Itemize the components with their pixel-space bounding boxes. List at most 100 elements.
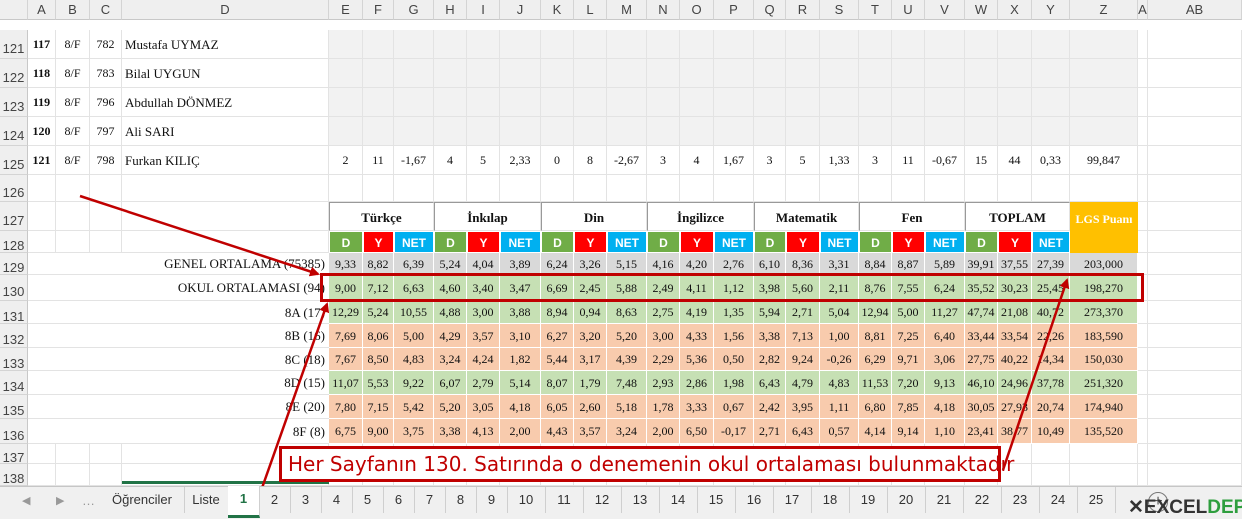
score-cell	[925, 88, 965, 117]
row-header[interactable]: 133	[0, 348, 28, 371]
column-header[interactable]: U	[892, 0, 925, 20]
row-header[interactable]: 129	[0, 253, 28, 275]
add-sheet-icon[interactable]: +	[1148, 492, 1168, 512]
select-all-corner[interactable]	[0, 0, 28, 20]
column-header[interactable]: E	[329, 0, 363, 20]
score-cell	[892, 59, 925, 88]
score-cell: -2,67	[607, 146, 647, 175]
sheet-tab[interactable]: 12	[583, 487, 622, 513]
sheet-tab[interactable]: 9	[476, 487, 508, 513]
average-value-cell: 1,56	[714, 324, 754, 348]
average-value-cell: 6,29	[859, 348, 892, 371]
sheet-tab[interactable]: 21	[925, 487, 964, 513]
subject-header: Fen	[859, 202, 965, 231]
row-header[interactable]: 134	[0, 371, 28, 395]
sheet-tab[interactable]: 2	[259, 487, 291, 513]
sheet-tab[interactable]: 4	[321, 487, 353, 513]
row-header[interactable]: 124	[0, 117, 28, 146]
row-header[interactable]: 127	[0, 202, 28, 231]
sheet-tab[interactable]: 7	[414, 487, 446, 513]
sheet-tab[interactable]: 17	[773, 487, 812, 513]
empty-cell	[1138, 88, 1148, 117]
sheet-tab[interactable]: 14	[659, 487, 698, 513]
row-header[interactable]: 131	[0, 301, 28, 324]
sheet-tab[interactable]: 10	[507, 487, 546, 513]
column-header[interactable]: L	[574, 0, 607, 20]
row-header[interactable]: 138	[0, 464, 28, 486]
row-header[interactable]: 132	[0, 324, 28, 348]
column-header[interactable]: AB	[1148, 0, 1242, 20]
sheet-tab[interactable]: 1	[228, 486, 260, 518]
sheet-tab[interactable]: 6	[383, 487, 415, 513]
column-header[interactable]: Y	[1032, 0, 1070, 20]
average-value-cell: 0,94	[574, 301, 607, 324]
column-header[interactable]: M	[607, 0, 647, 20]
average-value-cell: 8,50	[363, 348, 394, 371]
score-cell	[363, 30, 394, 59]
sheet-tab[interactable]: Liste	[184, 487, 229, 513]
row-header[interactable]: 135	[0, 395, 28, 419]
sheet-tab[interactable]: 23	[1001, 487, 1040, 513]
sheet-tab[interactable]: 8	[445, 487, 477, 513]
sheet-tab[interactable]: 5	[352, 487, 384, 513]
column-header[interactable]: A	[1138, 0, 1148, 20]
sheet-tab[interactable]: 22	[963, 487, 1002, 513]
row-header[interactable]: 121	[0, 30, 28, 59]
average-value-cell: 1,35	[714, 301, 754, 324]
column-header[interactable]: R	[786, 0, 820, 20]
column-header[interactable]: O	[680, 0, 714, 20]
row-header[interactable]: 125	[0, 146, 28, 175]
average-label: 8C (18)	[28, 348, 329, 371]
column-header[interactable]: Z	[1070, 0, 1138, 20]
column-header[interactable]: J	[500, 0, 541, 20]
sheet-tab[interactable]: 15	[697, 487, 736, 513]
column-header[interactable]: H	[434, 0, 467, 20]
sheet-tab[interactable]: 13	[621, 487, 660, 513]
sheet-tab[interactable]: 19	[849, 487, 888, 513]
sheet-tab[interactable]: 24	[1039, 487, 1078, 513]
student-order-cell: 120	[28, 117, 56, 146]
sheet-tab[interactable]: 3	[290, 487, 322, 513]
column-header[interactable]: V	[925, 0, 965, 20]
tab-scroll-right-icon[interactable]: ▶	[56, 495, 65, 507]
dyn-header: D	[647, 231, 680, 253]
dyn-header: Y	[467, 231, 500, 253]
sheet-tab[interactable]: 18	[811, 487, 850, 513]
column-header[interactable]: K	[541, 0, 574, 20]
column-header[interactable]: B	[56, 0, 90, 20]
average-value-cell: 4,19	[680, 301, 714, 324]
row-header[interactable]: 136	[0, 419, 28, 444]
average-value-cell: 8,81	[859, 324, 892, 348]
row-header[interactable]: 137	[0, 444, 28, 465]
column-header[interactable]: W	[965, 0, 998, 20]
row-header[interactable]: 126	[0, 175, 28, 202]
column-header[interactable]: D	[122, 0, 329, 20]
average-value-cell: 5,04	[820, 301, 859, 324]
row-header[interactable]: 130	[0, 275, 28, 301]
column-header[interactable]: Q	[754, 0, 786, 20]
column-header[interactable]: A	[28, 0, 56, 20]
row-header[interactable]: 128	[0, 231, 28, 253]
column-header[interactable]: T	[859, 0, 892, 20]
column-header[interactable]: I	[467, 0, 500, 20]
row-header[interactable]: 122	[0, 59, 28, 88]
sheet-tab[interactable]: 25	[1077, 487, 1116, 513]
column-header[interactable]: S	[820, 0, 859, 20]
sheet-tab[interactable]: 20	[887, 487, 926, 513]
score-cell	[541, 117, 574, 146]
sheet-tab[interactable]: 16	[735, 487, 774, 513]
tab-more-left-icon[interactable]: …	[82, 493, 95, 508]
tab-scroll-left-icon[interactable]: ◀	[22, 495, 31, 507]
sheet-tab[interactable]: 11	[545, 487, 584, 513]
column-header[interactable]: F	[363, 0, 394, 20]
column-header[interactable]: X	[998, 0, 1032, 20]
column-header[interactable]: C	[90, 0, 122, 20]
student-name-cell: Abdullah DÖNMEZ	[122, 88, 329, 117]
column-header[interactable]: N	[647, 0, 680, 20]
column-header[interactable]: P	[714, 0, 754, 20]
column-header[interactable]: G	[394, 0, 434, 20]
row-header[interactable]: 123	[0, 88, 28, 117]
student-number-cell: 796	[90, 88, 122, 117]
sheet-tab[interactable]: Öğrenciler	[100, 487, 185, 513]
average-value-cell: 2,29	[647, 348, 680, 371]
